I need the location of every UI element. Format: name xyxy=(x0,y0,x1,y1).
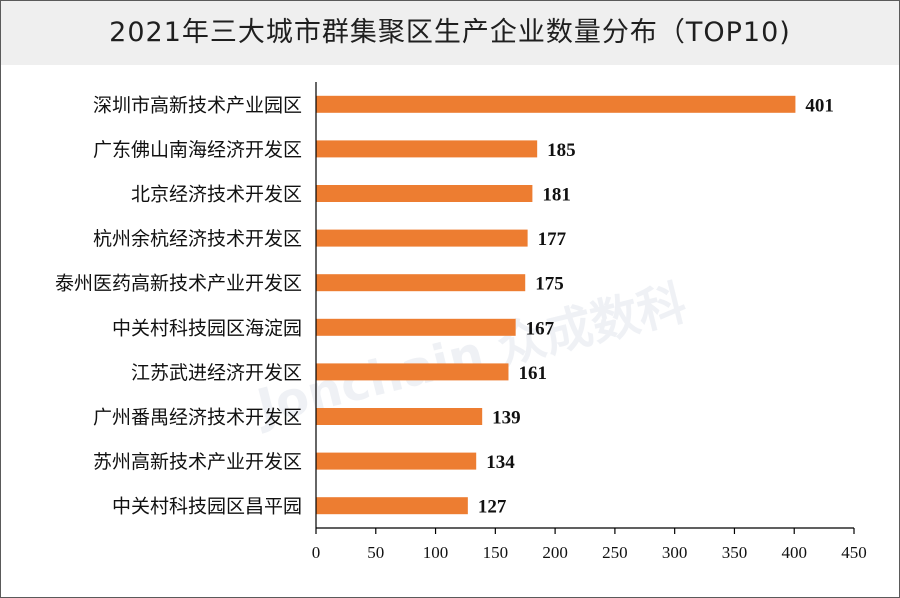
bar xyxy=(316,185,533,202)
title-bar xyxy=(1,1,899,65)
data-label: 127 xyxy=(478,497,507,518)
category-label: 广东佛山南海经济开发区 xyxy=(93,139,302,161)
bar xyxy=(316,140,538,158)
bar xyxy=(316,408,483,425)
category-label: 江苏武进经济开发区 xyxy=(131,362,302,384)
data-label: 134 xyxy=(486,452,515,473)
x-tick-label: 100 xyxy=(423,543,449,562)
data-label: 167 xyxy=(526,318,555,339)
category-label: 中关村科技园区昌平园 xyxy=(112,496,302,518)
bar xyxy=(316,497,468,515)
x-tick-label: 300 xyxy=(662,543,688,562)
category-label: 苏州高新技术产业开发区 xyxy=(93,451,302,473)
x-tick-label: 50 xyxy=(367,543,384,562)
x-tick-label: 250 xyxy=(602,543,628,562)
data-label: 139 xyxy=(492,408,521,429)
x-tick-label: 350 xyxy=(722,543,748,562)
chart-title: 2021年三大城市群集聚区生产企业数量分布（TOP10) xyxy=(109,17,791,48)
bar xyxy=(316,229,528,247)
category-label: 杭州余杭经济技术开发区 xyxy=(93,228,302,250)
category-label: 泰州医药高新技术产业开发区 xyxy=(55,273,302,295)
bar xyxy=(316,274,526,292)
category-label: 深圳市高新技术产业园区 xyxy=(93,94,302,116)
data-label: 175 xyxy=(535,274,564,295)
category-label: 广州番禺经济技术开发区 xyxy=(93,407,302,429)
data-label: 185 xyxy=(547,140,576,161)
bar xyxy=(316,318,516,336)
category-label: 北京经济技术开发区 xyxy=(131,184,302,206)
bar xyxy=(316,95,796,113)
category-label: 中关村科技园区海淀园 xyxy=(112,317,302,339)
x-tick-label: 200 xyxy=(542,543,568,562)
data-label: 177 xyxy=(538,229,567,250)
data-label: 401 xyxy=(805,95,834,116)
bar xyxy=(316,452,477,470)
x-tick-label: 0 xyxy=(312,543,321,562)
x-tick-label: 450 xyxy=(841,543,867,562)
bar xyxy=(316,363,509,381)
x-tick-label: 400 xyxy=(781,543,807,562)
x-tick-label: 150 xyxy=(483,543,509,562)
data-label: 181 xyxy=(542,185,571,206)
data-label: 161 xyxy=(518,363,547,384)
